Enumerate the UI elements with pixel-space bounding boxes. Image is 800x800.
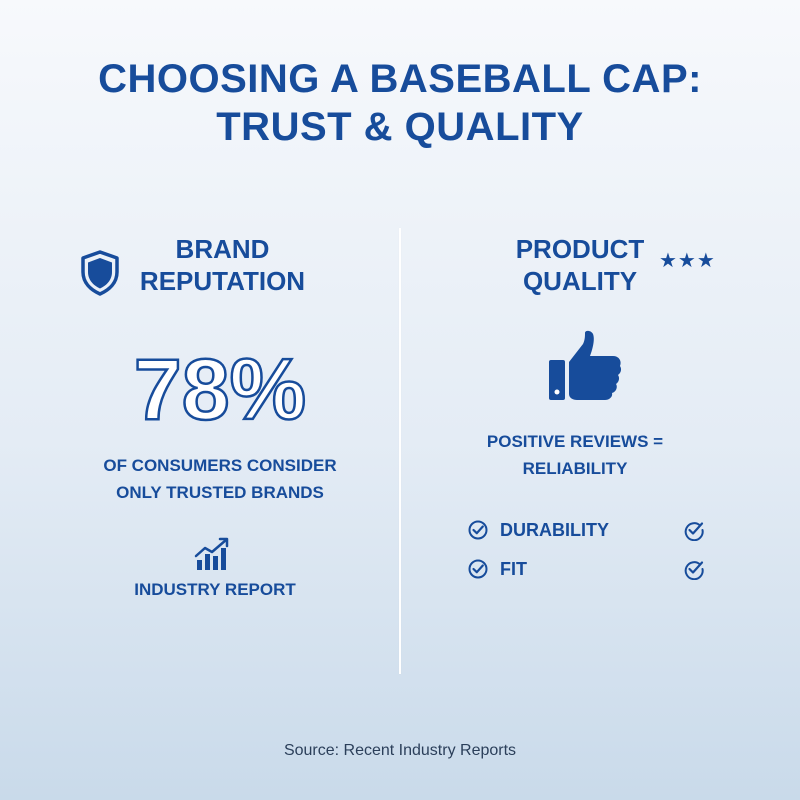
stat-caption: OF CONSUMERS CONSIDER ONLY TRUSTED BRAND… xyxy=(60,452,380,506)
trusted-brands-stat: 78% xyxy=(133,342,308,438)
industry-report-label: INDUSTRY REPORT xyxy=(134,580,296,599)
growth-chart-icon xyxy=(194,537,229,570)
brand-heading-line-2: REPUTATION xyxy=(139,266,306,296)
stat-caption-line-1: OF CONSUMERS CONSIDER xyxy=(103,456,337,475)
check-circle-icon xyxy=(468,520,488,540)
check-item-durability: DURABILITY xyxy=(467,518,717,542)
page-title: CHOOSING A BASEBALL CAP: TRUST & QUALITY xyxy=(0,55,800,151)
quality-heading-line-1: PRODUCT xyxy=(515,234,645,264)
reviews-line-2: RELIABILITY xyxy=(522,459,628,478)
reviews-line-1: POSITIVE REVIEWS = xyxy=(486,432,664,451)
check-badge-icon xyxy=(684,561,704,580)
source-note: Source: Recent Industry Reports xyxy=(283,742,517,759)
stat-caption-line-2: ONLY TRUSTED BRANDS xyxy=(116,483,324,502)
check-circle-icon xyxy=(468,559,488,579)
star-rating-icon: ★★★ xyxy=(659,250,716,272)
brand-heading-line-1: BRAND xyxy=(175,234,270,264)
brand-reputation-heading: BRAND REPUTATION xyxy=(135,233,310,297)
check-label: DURABILITY xyxy=(500,520,609,540)
check-item-fit: FIT xyxy=(467,557,717,581)
quality-heading-line-2: QUALITY xyxy=(522,266,638,296)
shield-icon xyxy=(81,250,119,296)
title-line-2: TRUST & QUALITY xyxy=(216,105,584,149)
thumbs-up-icon xyxy=(549,330,622,400)
title-line-1: CHOOSING A BASEBALL CAP: xyxy=(98,57,702,101)
check-label: FIT xyxy=(500,559,527,579)
product-quality-heading: PRODUCT QUALITY xyxy=(505,233,655,297)
reviews-caption: POSITIVE REVIEWS = RELIABILITY xyxy=(450,428,700,482)
check-badge-icon xyxy=(684,522,704,541)
column-divider xyxy=(399,228,401,674)
